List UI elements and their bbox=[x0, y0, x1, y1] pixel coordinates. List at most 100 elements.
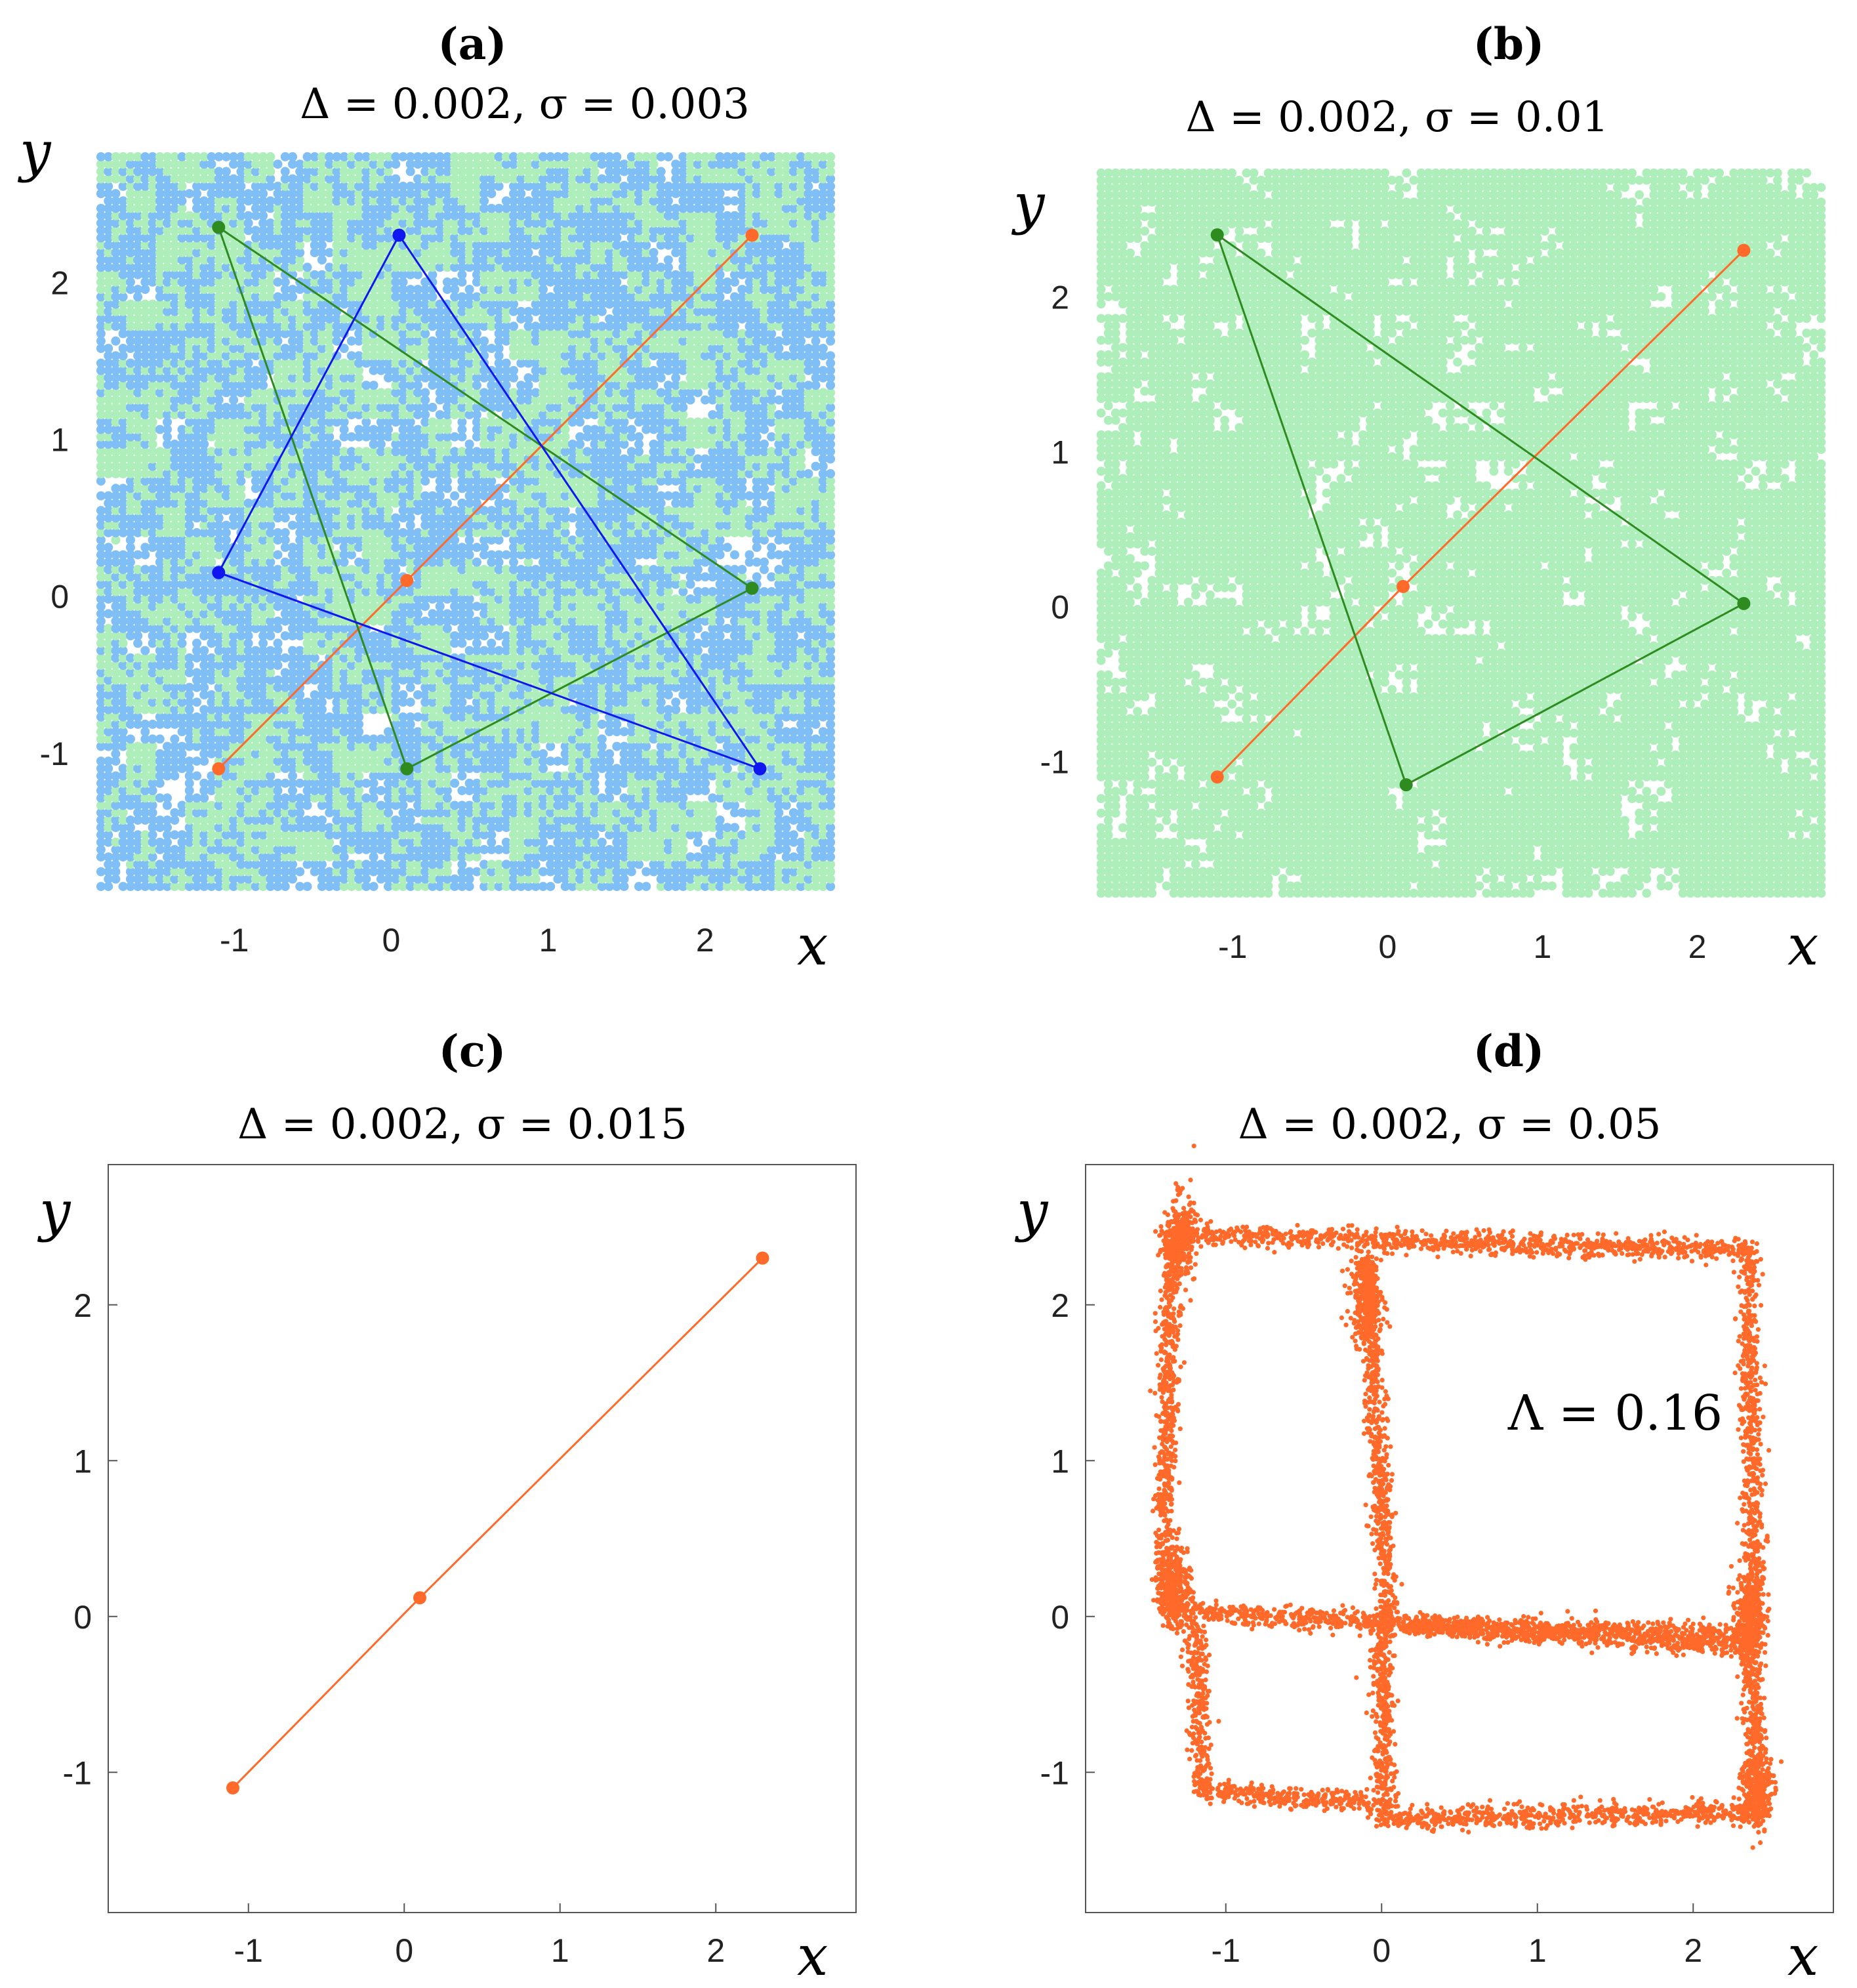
basin-dot bbox=[140, 432, 150, 442]
basin-dot bbox=[133, 469, 143, 478]
basin-dot bbox=[133, 675, 143, 685]
basin-dot bbox=[96, 778, 106, 788]
basin-dot bbox=[148, 454, 157, 464]
basin-dot bbox=[148, 668, 157, 678]
basin-dot bbox=[140, 602, 150, 611]
basin-dot bbox=[118, 682, 128, 692]
basin-dot bbox=[140, 668, 150, 678]
basin-dot bbox=[133, 270, 143, 280]
basin-dot bbox=[125, 285, 135, 295]
basin-dot bbox=[125, 226, 135, 236]
basin-dot bbox=[96, 469, 106, 478]
basin-dot bbox=[96, 786, 106, 795]
basin-dot bbox=[125, 793, 135, 803]
basin-dot bbox=[96, 800, 106, 810]
basin-dot bbox=[111, 579, 121, 589]
basin-dot bbox=[125, 277, 135, 287]
basin-dot bbox=[118, 771, 128, 781]
basin-dot bbox=[148, 638, 157, 648]
basin-dot bbox=[96, 167, 106, 176]
basin-dot bbox=[133, 211, 143, 220]
basin-dot bbox=[118, 373, 128, 383]
basin-dot bbox=[140, 381, 150, 390]
basin-dot bbox=[111, 314, 121, 324]
basin-dot bbox=[104, 830, 113, 840]
basin-dot bbox=[133, 816, 143, 825]
basin-dot bbox=[140, 395, 150, 405]
basin-dot bbox=[148, 314, 157, 324]
basin-dot bbox=[125, 579, 135, 589]
basin-dot bbox=[111, 196, 121, 206]
basin-dot bbox=[140, 174, 150, 184]
basin-dot bbox=[96, 336, 106, 346]
basin-dot bbox=[118, 852, 128, 862]
basin-dot bbox=[148, 609, 157, 619]
basin-dot bbox=[96, 646, 106, 655]
basin-dot bbox=[118, 211, 128, 220]
basin-dot bbox=[148, 749, 157, 758]
basin-dot bbox=[118, 447, 128, 457]
basin-dot bbox=[133, 365, 143, 375]
basin-dot bbox=[133, 447, 143, 457]
basin-dot bbox=[148, 306, 157, 316]
basin-dot bbox=[118, 550, 128, 560]
basin-dot bbox=[96, 373, 106, 383]
basin-dot bbox=[118, 432, 128, 442]
basin-dot bbox=[140, 867, 150, 877]
basin-dot bbox=[118, 602, 128, 611]
basin-dot bbox=[125, 262, 135, 272]
basin-dot bbox=[125, 616, 135, 626]
basin-dot bbox=[104, 395, 113, 405]
basin-dot bbox=[125, 705, 135, 714]
basin-dot bbox=[104, 653, 113, 663]
basin-dot bbox=[125, 520, 135, 530]
basin-dot bbox=[148, 358, 157, 368]
basin-dot bbox=[140, 461, 150, 471]
basin-dot bbox=[118, 285, 128, 295]
basin-dot bbox=[96, 771, 106, 781]
basin-dot bbox=[133, 351, 143, 361]
basin-dot bbox=[140, 520, 150, 530]
basin-dot bbox=[133, 778, 143, 788]
basin-dot bbox=[125, 609, 135, 619]
basin-dot bbox=[111, 623, 121, 633]
basin-dot bbox=[125, 306, 135, 316]
basin-dot bbox=[96, 181, 106, 191]
basin-dot bbox=[140, 682, 150, 692]
basin-dot bbox=[118, 255, 128, 265]
basin-dot bbox=[133, 550, 143, 560]
basin-dot bbox=[133, 196, 143, 206]
basin-dot bbox=[273, 550, 283, 560]
basin-dot bbox=[96, 535, 106, 545]
basin-dot bbox=[118, 668, 128, 678]
basin-dot bbox=[111, 690, 121, 699]
basin-dot bbox=[104, 417, 113, 427]
basin-dot bbox=[118, 498, 128, 508]
basin-dot bbox=[104, 218, 113, 228]
basin-dot bbox=[140, 882, 150, 892]
basin-dot bbox=[487, 638, 497, 648]
basin-dot bbox=[133, 240, 143, 250]
basin-dot bbox=[125, 882, 135, 892]
basin-dot bbox=[125, 174, 135, 184]
basin-dot bbox=[140, 719, 150, 729]
basin-dot bbox=[133, 616, 143, 626]
basin-dot bbox=[280, 528, 290, 537]
basin-dot bbox=[104, 351, 113, 361]
basin-dot bbox=[96, 830, 106, 840]
basin-dot bbox=[96, 528, 106, 537]
basin-dot bbox=[125, 447, 135, 457]
basin-dot bbox=[125, 417, 135, 427]
basin-dot bbox=[140, 240, 150, 250]
basin-dot bbox=[464, 285, 474, 295]
basin-dot bbox=[111, 631, 121, 641]
basin-dot bbox=[111, 365, 121, 375]
basin-dot bbox=[192, 771, 201, 781]
basin-dot bbox=[104, 159, 113, 169]
basin-dot bbox=[148, 734, 157, 744]
basin-dot bbox=[133, 358, 143, 368]
basin-dot bbox=[140, 402, 150, 412]
basin-dot bbox=[118, 675, 128, 685]
basin-dot bbox=[133, 218, 143, 228]
basin-dot bbox=[118, 719, 128, 729]
